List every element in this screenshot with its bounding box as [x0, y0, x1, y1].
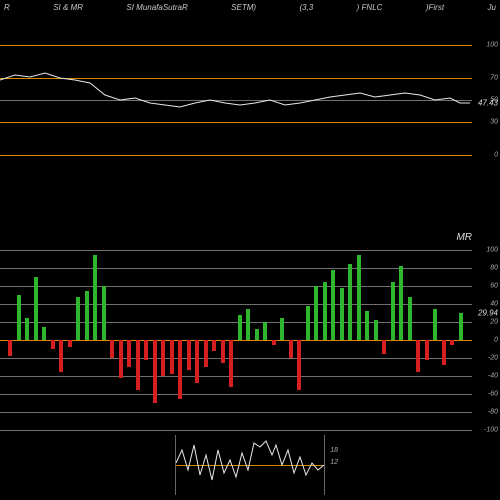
mr-bar — [272, 340, 276, 345]
mr-bar — [170, 340, 174, 374]
mr-bar — [119, 340, 123, 378]
mr-bar — [51, 340, 55, 349]
y-axis-label: 20 — [490, 319, 498, 326]
mr-bar — [17, 295, 21, 340]
mr-bar — [102, 286, 106, 340]
header-item: (3,3 — [299, 3, 313, 15]
mr-bar — [289, 340, 293, 358]
y-axis-label: 30 — [490, 119, 498, 126]
header-item: SETM) — [231, 3, 256, 15]
mr-bar — [331, 270, 335, 340]
mr-bar — [433, 309, 437, 341]
mr-bar — [416, 340, 420, 372]
mr-bar — [110, 340, 114, 358]
mr-bar — [229, 340, 233, 387]
gridline — [0, 394, 472, 395]
mr-bar — [93, 255, 97, 341]
mr-label: MR — [456, 232, 472, 243]
mr-bar — [314, 286, 318, 340]
mr-bar — [76, 297, 80, 340]
gridline — [0, 358, 472, 359]
mr-bar — [399, 266, 403, 340]
mini-line — [176, 435, 326, 495]
header-item: R — [4, 3, 10, 15]
mr-bar — [136, 340, 140, 390]
gridline — [0, 430, 472, 431]
gridline — [0, 155, 472, 156]
header-item: SI MunafaSutraR — [126, 3, 187, 15]
mr-bar — [238, 315, 242, 340]
mr-bar — [365, 311, 369, 340]
current-value-label: 47.43 — [478, 99, 498, 108]
y-axis-label: 100 — [486, 247, 498, 254]
y-axis-label: -20 — [488, 355, 498, 362]
y-axis-label: 0 — [494, 337, 498, 344]
mr-bar — [204, 340, 208, 367]
mr-bar — [178, 340, 182, 399]
gridline — [0, 412, 472, 413]
y-axis-label: 60 — [490, 283, 498, 290]
mr-bar — [348, 264, 352, 341]
upper-oscillator-chart: 100705030047.43 — [0, 45, 500, 155]
mr-bar — [8, 340, 12, 356]
mr-bar — [68, 340, 72, 347]
oscillator-line — [0, 45, 472, 155]
mr-bar — [34, 277, 38, 340]
mr-bar — [323, 282, 327, 341]
mr-bar — [255, 329, 259, 340]
mr-bar — [246, 309, 250, 341]
mr-bar — [195, 340, 199, 383]
mr-bar — [459, 313, 463, 340]
lower-mr-chart: MR 100806040200-20-40-60-80-10029.94 — [0, 250, 500, 430]
mr-bar — [25, 318, 29, 341]
mr-bar — [280, 318, 284, 341]
y-axis-label: 70 — [490, 75, 498, 82]
mr-bar — [212, 340, 216, 351]
y-axis-label: -100 — [484, 427, 498, 434]
y-axis-label: 80 — [490, 265, 498, 272]
gridline — [0, 250, 472, 251]
mini-y-label: 12 — [330, 459, 338, 466]
mr-bar — [450, 340, 454, 345]
mr-bar — [161, 340, 165, 376]
mr-bar — [357, 255, 361, 341]
mr-bar — [42, 327, 46, 341]
mini-chart: 1812 — [175, 435, 325, 495]
y-axis-label: 100 — [486, 42, 498, 49]
mr-bar — [85, 291, 89, 341]
mr-bar — [297, 340, 301, 390]
mini-y-label: 18 — [330, 447, 338, 454]
chart-header: R SI & MR SI MunafaSutraR SETM) (3,3 ) F… — [0, 3, 500, 15]
y-axis-label: 40 — [490, 301, 498, 308]
gridline — [0, 376, 472, 377]
mr-bar — [340, 288, 344, 340]
header-item: SI & MR — [53, 3, 83, 15]
mr-bar — [263, 322, 267, 340]
mr-bar — [187, 340, 191, 370]
current-value-label: 29.94 — [478, 309, 498, 318]
mr-bar — [144, 340, 148, 360]
mr-bar — [306, 306, 310, 340]
y-axis-label: -40 — [488, 373, 498, 380]
header-item: Ju — [487, 3, 495, 15]
y-axis-label: -80 — [488, 409, 498, 416]
header-item: )First — [426, 3, 444, 15]
mr-bar — [374, 320, 378, 340]
mr-bar — [391, 282, 395, 341]
mr-bar — [442, 340, 446, 365]
mr-bar — [425, 340, 429, 360]
mr-bar — [127, 340, 131, 367]
mr-bar — [59, 340, 63, 372]
y-axis-label: -60 — [488, 391, 498, 398]
y-axis-label: 0 — [494, 152, 498, 159]
mr-bar — [408, 297, 412, 340]
mr-bar — [382, 340, 386, 354]
mr-bar — [153, 340, 157, 403]
header-item: ) FNLC — [357, 3, 383, 15]
mr-bar — [221, 340, 225, 363]
